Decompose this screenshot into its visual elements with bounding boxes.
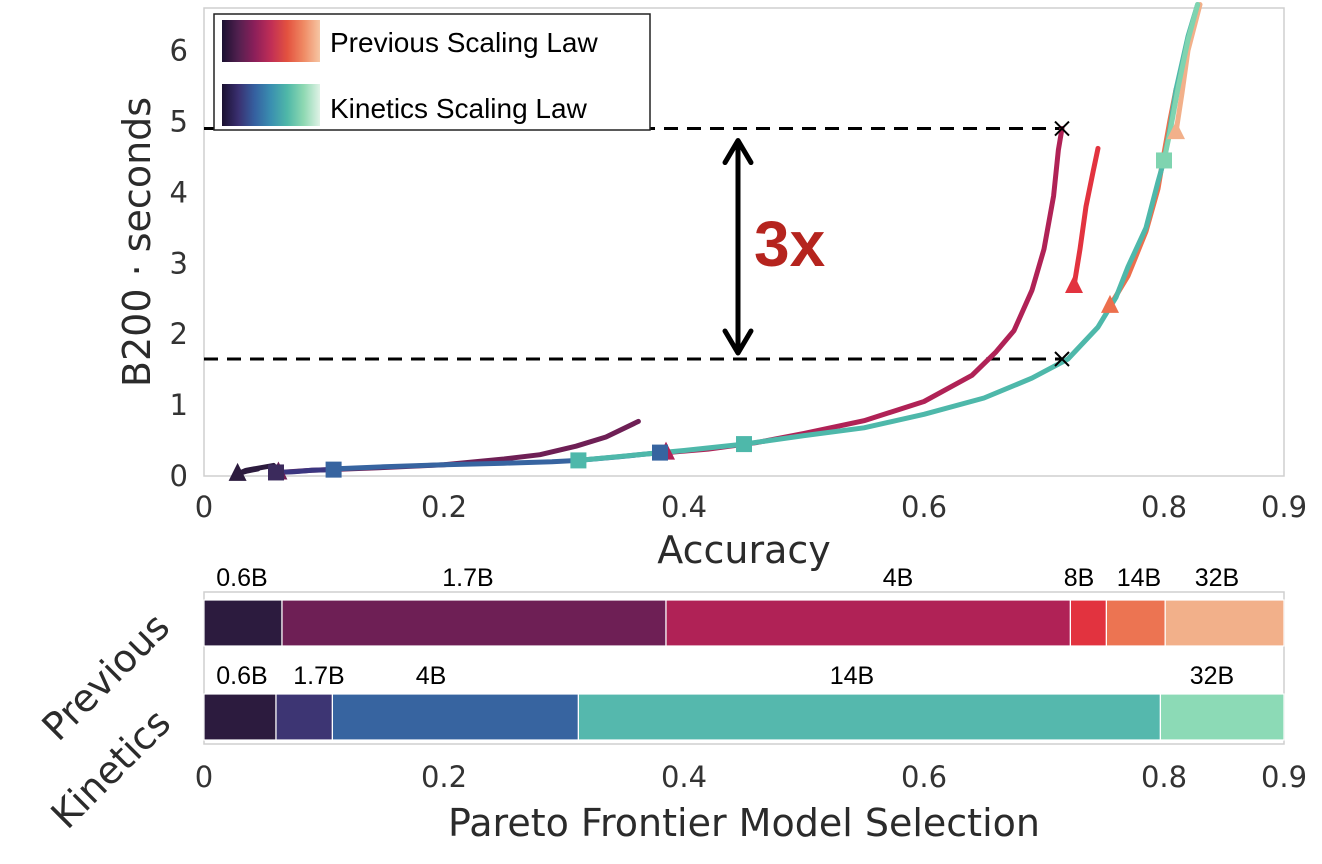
scaling-x-tick-label: 0.9 bbox=[1261, 490, 1307, 524]
selection-x-tick-label: 0.9 bbox=[1261, 760, 1307, 794]
legend: Previous Scaling Law Kinetics Scaling La… bbox=[213, 13, 651, 131]
scaling-y-tick-label: 1 bbox=[170, 388, 188, 422]
segment-label: 32B bbox=[1190, 662, 1234, 690]
legend-label-kinetics: Kinetics Scaling Law bbox=[330, 93, 588, 124]
segment-previous-14b bbox=[1105, 599, 1166, 647]
square-marker bbox=[325, 461, 342, 478]
segment-label: 14B bbox=[830, 662, 874, 690]
series-line-kinetics-32b bbox=[1161, 2, 1201, 163]
segment-previous-4b bbox=[665, 599, 1071, 647]
selection-x-tick-label: 0.2 bbox=[421, 760, 467, 794]
segment-label: 1.7B bbox=[442, 564, 493, 592]
scaling-y-tick-label: 6 bbox=[170, 34, 188, 68]
segment-label: 1.7B bbox=[293, 662, 344, 690]
segment-label: 14B bbox=[1117, 564, 1161, 592]
scaling-y-tick-label: 0 bbox=[170, 459, 188, 493]
segment-previous-8b bbox=[1069, 599, 1108, 647]
segment-kinetics-0-6b bbox=[203, 693, 277, 741]
scaling-chart: 0 0.2 0.4 0.6 0.8 0.9 0 1 2 3 4 5 6 Accuracy B200 ·… bbox=[115, 2, 1307, 572]
scaling-x-tick-label: 0.2 bbox=[421, 490, 467, 524]
square-marker bbox=[570, 452, 587, 469]
segment-kinetics-4b bbox=[331, 693, 579, 741]
scaling-x-ticks: 0 0.2 0.4 0.6 0.8 0.9 bbox=[195, 490, 1307, 524]
scaling-y-tick-label: 2 bbox=[170, 317, 188, 351]
scaling-x-tick-label: 0 bbox=[195, 490, 213, 524]
segment-previous-32b bbox=[1164, 599, 1285, 647]
scaling-x-tick-label: 0.4 bbox=[661, 490, 707, 524]
segment-label: 0.6B bbox=[216, 564, 267, 592]
scaling-x-axis-label: Accuracy bbox=[657, 528, 831, 572]
scaling-markers bbox=[228, 120, 1185, 481]
square-marker bbox=[652, 444, 668, 461]
triangle-marker bbox=[1065, 274, 1083, 293]
segment-label: 8B bbox=[1064, 564, 1095, 592]
selection-x-tick-label: 0 bbox=[195, 760, 213, 794]
scaling-x-tick-label: 0.6 bbox=[901, 490, 947, 524]
segment-label: 0.6B bbox=[216, 662, 267, 690]
segment-kinetics-14b bbox=[577, 693, 1162, 741]
legend-swatch-previous bbox=[222, 20, 320, 62]
segment-previous-0-6b bbox=[203, 599, 283, 647]
scaling-y-ticks: 0 1 2 3 4 5 6 bbox=[170, 34, 188, 493]
selection-x-axis-label: Pareto Frontier Model Selection bbox=[448, 801, 1040, 845]
selection-segments bbox=[203, 599, 1285, 741]
scaling-x-tick-label: 0.8 bbox=[1141, 490, 1187, 524]
scaling-y-tick-label: 4 bbox=[170, 175, 188, 209]
series-line-kinetics-1-7b bbox=[273, 467, 337, 475]
scaling-y-tick-label: 5 bbox=[170, 104, 188, 138]
legend-swatch-kinetics bbox=[222, 84, 320, 126]
arrow-head-down bbox=[722, 328, 754, 356]
selection-x-tick-label: 0.8 bbox=[1141, 760, 1187, 794]
selection-x-ticks: 0 0.2 0.4 0.6 0.8 0.9 bbox=[195, 760, 1307, 794]
x-marker bbox=[1054, 120, 1070, 137]
segment-label: 4B bbox=[883, 564, 914, 592]
segment-kinetics-1-7b bbox=[275, 693, 334, 741]
segment-previous-1-7b bbox=[281, 599, 667, 647]
segment-label: 4B bbox=[416, 662, 447, 690]
segment-label: 32B bbox=[1195, 564, 1239, 592]
legend-label-previous: Previous Scaling Law bbox=[330, 27, 598, 58]
series-line-previous-8b bbox=[1071, 145, 1101, 289]
square-marker bbox=[736, 436, 752, 453]
selection-x-tick-label: 0.6 bbox=[901, 760, 947, 794]
series-line-previous-32b bbox=[1173, 2, 1203, 135]
triangle-marker bbox=[1167, 121, 1185, 140]
selection-x-tick-label: 0.4 bbox=[661, 760, 707, 794]
ratio-annotation-text: 3x bbox=[754, 208, 826, 280]
triangle-marker bbox=[1101, 294, 1119, 313]
square-marker bbox=[268, 464, 284, 481]
triangle-marker bbox=[228, 462, 247, 481]
selection-segment-labels: 0.6B 1.7B 4B 8B 14B 32B 0.6B 1.7B 4B 14B 32B bbox=[216, 564, 1239, 690]
x-marker bbox=[1054, 351, 1070, 367]
scaling-y-axis-label: B200 · seconds bbox=[115, 97, 159, 387]
scaling-y-tick-label: 3 bbox=[170, 246, 188, 280]
square-marker bbox=[1156, 152, 1172, 169]
segment-kinetics-32b bbox=[1159, 693, 1285, 741]
arrow-head-up bbox=[722, 138, 754, 166]
